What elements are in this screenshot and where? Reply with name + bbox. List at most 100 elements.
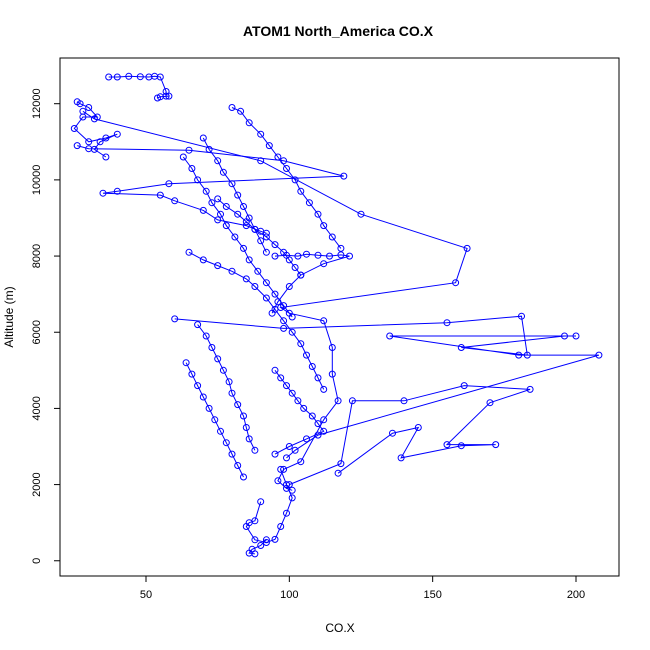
data-point — [182, 359, 190, 367]
data-point — [457, 344, 465, 351]
y-tick-label: 2000 — [31, 472, 43, 496]
data-point — [314, 374, 322, 382]
x-tick-label: 200 — [567, 589, 585, 601]
data-point — [85, 138, 93, 146]
data-point — [389, 429, 396, 437]
data-point — [257, 157, 265, 165]
data-point — [400, 397, 408, 405]
data-point — [70, 125, 78, 132]
series-2 — [73, 142, 348, 237]
y-axis-label: Altitude (m) — [2, 286, 16, 347]
data-point — [242, 275, 250, 283]
data-point — [280, 465, 288, 473]
data-point — [386, 332, 394, 340]
data-point — [211, 416, 219, 424]
data-point — [85, 145, 93, 153]
data-point — [294, 397, 302, 405]
series-12 — [194, 321, 259, 454]
series-line — [202, 137, 267, 253]
data-point — [171, 197, 179, 205]
data-point — [240, 473, 247, 481]
series-6 — [242, 465, 296, 546]
data-point — [222, 222, 230, 230]
data-point — [205, 404, 213, 412]
series-line — [182, 156, 293, 318]
data-point — [414, 424, 422, 431]
data-point — [225, 378, 233, 386]
data-point — [234, 462, 242, 469]
data-point — [257, 542, 265, 549]
data-point — [274, 298, 282, 306]
data-point — [320, 260, 328, 268]
data-point — [288, 494, 296, 502]
data-point — [314, 210, 322, 218]
data-point — [265, 142, 273, 150]
data-point — [271, 252, 279, 260]
series-line — [271, 253, 350, 314]
data-point — [283, 509, 290, 517]
data-point — [572, 332, 580, 340]
data-point — [262, 248, 270, 256]
data-point — [334, 397, 342, 405]
data-point — [340, 172, 348, 180]
data-point — [294, 252, 302, 260]
series-10 — [199, 134, 270, 256]
data-point — [202, 187, 210, 195]
data-point — [300, 404, 308, 412]
data-point — [280, 324, 288, 332]
data-point — [125, 72, 133, 80]
data-point — [291, 446, 299, 454]
data-point — [188, 165, 196, 172]
data-point — [257, 237, 265, 245]
data-point — [288, 328, 296, 336]
data-point — [202, 332, 210, 340]
data-point — [523, 351, 531, 359]
series-line — [73, 101, 118, 158]
data-point — [228, 450, 236, 458]
data-point — [228, 267, 236, 275]
y-tick-label: 12000 — [31, 88, 43, 119]
data-point — [251, 446, 259, 454]
data-point — [346, 252, 353, 260]
series-15 — [271, 366, 328, 458]
data-point — [297, 271, 305, 279]
data-point — [277, 374, 285, 382]
data-point — [280, 248, 288, 256]
series-line — [289, 385, 531, 486]
data-point — [271, 366, 279, 374]
x-axis-label: CO.X — [325, 621, 354, 635]
data-point — [96, 138, 104, 146]
series-14 — [268, 250, 353, 317]
y-axis: 0 2000 4000 6000 8000 10000 12000 — [31, 88, 60, 564]
data-point — [199, 256, 207, 264]
series-13 — [182, 359, 247, 481]
data-point — [326, 252, 333, 260]
y-tick-label: 0 — [31, 558, 43, 564]
data-point — [320, 416, 328, 424]
data-point — [214, 157, 222, 165]
data-point — [595, 351, 603, 359]
data-point — [194, 321, 202, 329]
data-point — [314, 420, 322, 428]
data-point — [285, 283, 293, 290]
data-point — [314, 251, 322, 259]
plot-frame — [59, 57, 620, 577]
data-point — [297, 458, 305, 466]
data-point — [257, 130, 265, 138]
data-point — [308, 412, 316, 420]
data-point — [320, 427, 328, 435]
series-1 — [70, 98, 121, 161]
data-point — [219, 168, 227, 176]
data-point — [283, 165, 290, 172]
data-point — [240, 244, 247, 252]
data-point — [214, 195, 222, 203]
data-point — [251, 536, 259, 544]
data-point — [288, 389, 296, 397]
data-point — [245, 256, 253, 264]
data-point — [283, 481, 290, 489]
data-point — [305, 199, 313, 207]
data-point — [234, 210, 242, 218]
data-point — [283, 454, 290, 462]
data-point — [222, 439, 230, 447]
